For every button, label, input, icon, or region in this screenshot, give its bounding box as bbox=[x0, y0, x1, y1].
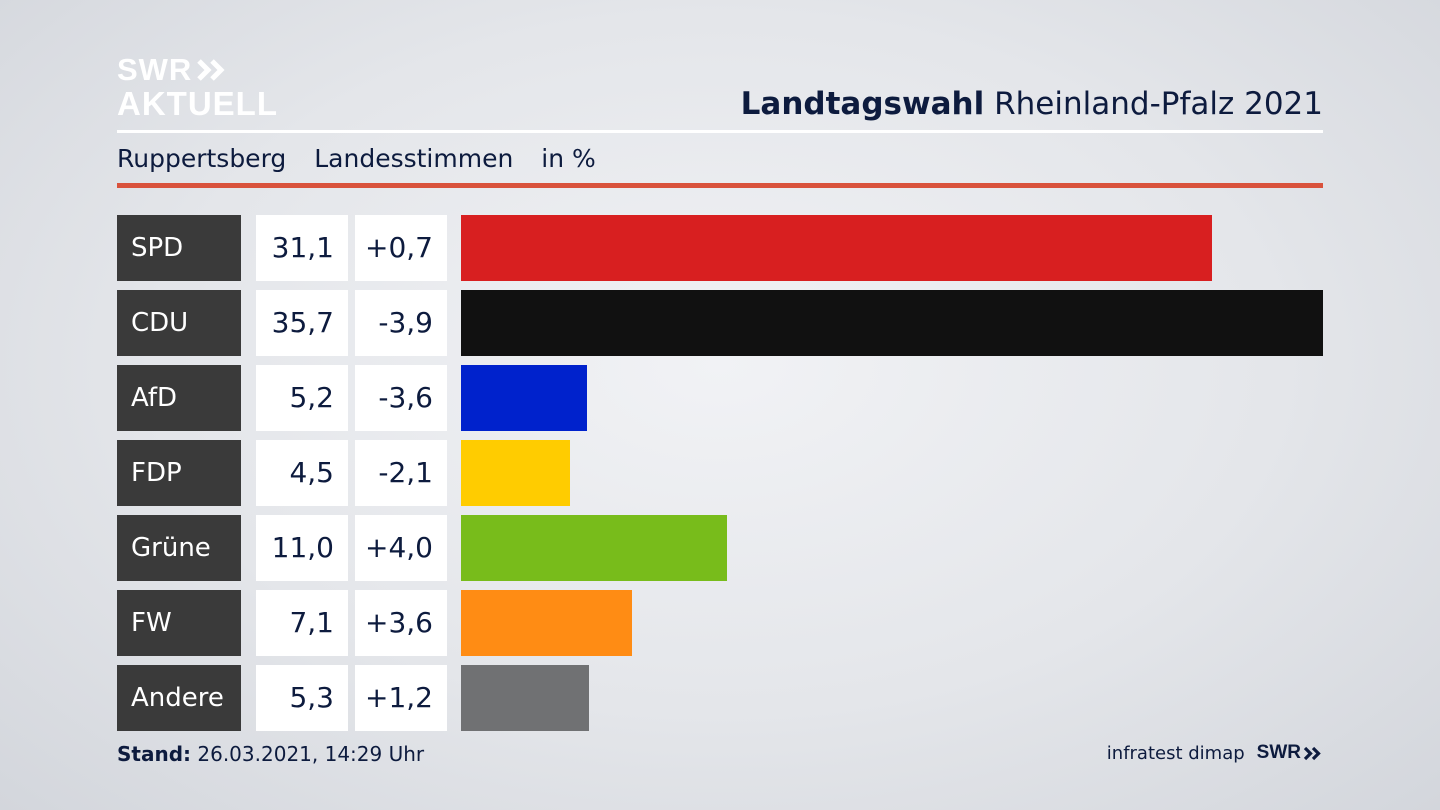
change-label: +0,7 bbox=[355, 215, 447, 281]
unit-label: in % bbox=[541, 144, 596, 173]
location-label: Ruppertsberg bbox=[117, 144, 287, 173]
party-label: SPD bbox=[117, 215, 241, 281]
change-label: +3,6 bbox=[355, 590, 447, 656]
title-bold: Landtagswahl bbox=[740, 86, 985, 122]
swr-logo-text: SWR bbox=[1256, 742, 1301, 763]
bar-row: Andere 5,3 +1,2 bbox=[117, 665, 1323, 731]
bar-row: SPD 31,1 +0,7 bbox=[117, 215, 1323, 281]
value-label: 35,7 bbox=[256, 290, 348, 356]
bar bbox=[461, 215, 1212, 281]
bar-row: Grüne 11,0 +4,0 bbox=[117, 515, 1323, 581]
change-label: -3,9 bbox=[355, 290, 447, 356]
accent-divider bbox=[117, 183, 1323, 188]
logo-line2: AKTUELL bbox=[117, 85, 278, 122]
bar bbox=[461, 515, 727, 581]
value-label: 11,0 bbox=[256, 515, 348, 581]
change-label: +4,0 bbox=[355, 515, 447, 581]
party-label: AfD bbox=[117, 365, 241, 431]
value-label: 5,3 bbox=[256, 665, 348, 731]
bar bbox=[461, 665, 589, 731]
value-label: 31,1 bbox=[256, 215, 348, 281]
bar bbox=[461, 440, 570, 506]
party-label: CDU bbox=[117, 290, 241, 356]
title-rest: Rheinland-Pfalz 2021 bbox=[994, 86, 1323, 122]
change-label: +1,2 bbox=[355, 665, 447, 731]
measure-label: Landesstimmen bbox=[314, 144, 514, 173]
double-chevron-icon bbox=[1303, 746, 1321, 760]
stand-label: Stand: bbox=[117, 742, 192, 766]
bar bbox=[461, 290, 1323, 356]
party-label: Grüne bbox=[117, 515, 241, 581]
change-label: -3,6 bbox=[355, 365, 447, 431]
source-name: infratest dimap bbox=[1106, 742, 1245, 764]
bar-row: FW 7,1 +3,6 bbox=[117, 590, 1323, 656]
page-title: Landtagswahl Rheinland-Pfalz 2021 bbox=[741, 86, 1323, 122]
timestamp: Stand: 26.03.2021, 14:29 Uhr bbox=[117, 742, 424, 766]
value-label: 5,2 bbox=[256, 365, 348, 431]
logo-line1: SWR bbox=[117, 52, 193, 87]
bar-row: FDP 4,5 -2,1 bbox=[117, 440, 1323, 506]
double-chevron-icon bbox=[197, 58, 225, 81]
change-label: -2,1 bbox=[355, 440, 447, 506]
swr-logo-small: SWR bbox=[1257, 742, 1323, 764]
header-divider bbox=[117, 130, 1323, 133]
source: infratest dimap SWR bbox=[1107, 742, 1323, 764]
bar bbox=[461, 365, 587, 431]
value-label: 7,1 bbox=[256, 590, 348, 656]
bar-row: CDU 35,7 -3,9 bbox=[117, 290, 1323, 356]
value-label: 4,5 bbox=[256, 440, 348, 506]
party-label: FW bbox=[117, 590, 241, 656]
bar bbox=[461, 590, 632, 656]
swr-aktuell-logo: SWR AKTUELL bbox=[117, 54, 278, 120]
bar-row: AfD 5,2 -3,6 bbox=[117, 365, 1323, 431]
party-label: Andere bbox=[117, 665, 241, 731]
subtitle: Ruppertsberg Landesstimmen in % bbox=[117, 144, 616, 173]
stand-value: 26.03.2021, 14:29 Uhr bbox=[197, 742, 425, 766]
party-label: FDP bbox=[117, 440, 241, 506]
